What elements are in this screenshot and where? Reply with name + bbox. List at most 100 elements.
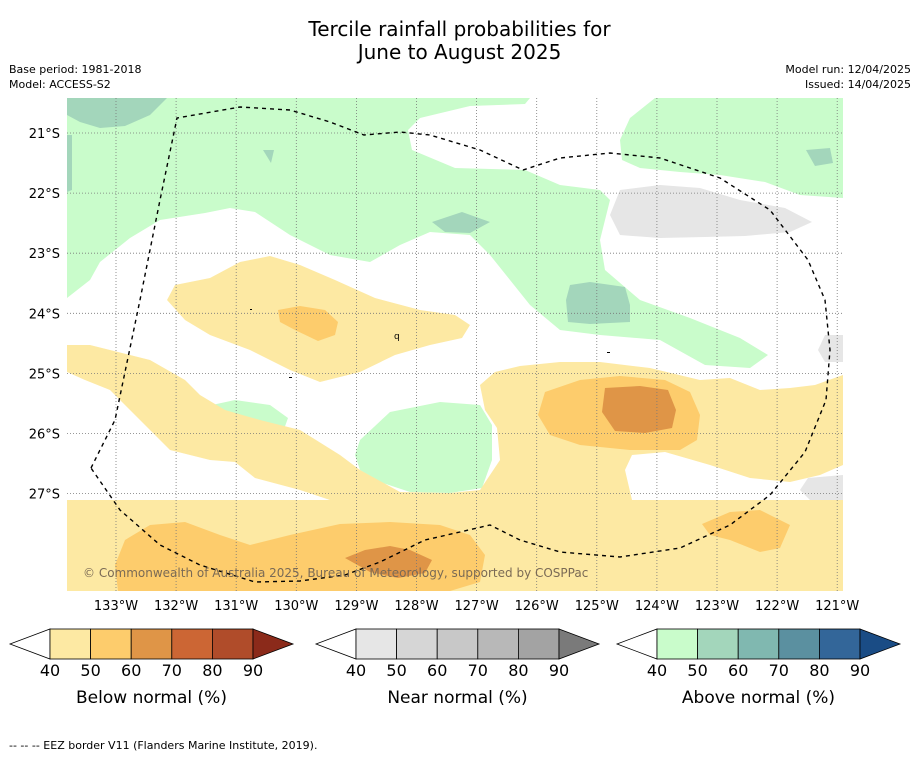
issued-text: Issued: 14/04/2025 [804,78,911,91]
below-normal-tick-label: 60 [121,661,141,680]
above-normal-40-region-south [355,402,492,493]
longitude-label: 127°W [455,599,499,614]
above-normal-50-region-5 [67,135,72,192]
above-normal-colorbar: 40 50 60 70 80 90 Above normal (%) [615,628,902,708]
below-normal-colorbar-segment [211,628,254,660]
below-normal-tick-label: 90 [243,661,263,680]
longitude-label: 123°W [695,599,739,614]
header-left-meta: Base period: 1981-2018 Model: ACCESS-S2 [9,62,141,92]
map-title: Tercile rainfall probabilities for June … [0,18,919,64]
below-normal-colorbar-segment [130,628,173,660]
base-period-text: Base period: 1981-2018 [9,63,142,76]
above-normal-colorbar-title: Above normal (%) [682,688,835,708]
below-normal-50-region-3 [702,510,790,552]
below-normal-colorbar-title: Below normal (%) [76,688,227,708]
copyright-text: © Commonwealth of Australia 2025, Bureau… [83,566,588,580]
below-normal-under-triangle [8,628,51,660]
longitude-label: 126°W [515,599,559,614]
above-normal-50-region-4 [263,150,274,163]
map-artifact-mark [289,377,292,378]
below-normal-over-triangle [252,628,295,660]
longitude-label: 130°W [274,599,318,614]
near-normal-over-triangle [558,628,601,660]
below-normal-50-region-1 [278,306,338,341]
eez-footnote: -- -- -- EEZ border V11 (Flanders Marine… [9,739,318,752]
above-normal-under-triangle [615,628,658,660]
below-normal-colorbar-segment [171,628,213,660]
map-plot-area [67,98,843,591]
near-normal-colorbar-segment [518,628,560,660]
stray-map-label: q [394,332,400,342]
longitude-label: 133°W [94,599,138,614]
above-normal-50-region-nw [67,98,167,128]
latitude-label: 22°S [29,187,60,202]
longitude-label: 131°W [214,599,258,614]
near-normal-tick-label: 50 [386,661,406,680]
above-normal-colorbar-segment [737,628,780,660]
near-normal-tick-label: 40 [346,661,366,680]
below-normal-tick-label: 40 [40,661,60,680]
below-normal-60-region-2 [345,546,432,578]
above-normal-40-region-ne [620,98,843,198]
near-normal-tick-label: 80 [508,661,528,680]
near-normal-colorbar-title: Near normal (%) [387,688,527,708]
near-normal-colorbar-segment [436,628,479,660]
longitude-label: 122°W [755,599,799,614]
latitude-label: 24°S [29,307,60,322]
header-right-meta: Model run: 12/04/2025 Issued: 14/04/2025 [785,62,911,92]
below-normal-60-region-1 [602,386,676,433]
latitude-labels: 21°S 22°S 23°S 24°S 25°S 26°S 27°S [29,127,60,503]
above-normal-tick-label: 70 [769,661,789,680]
below-normal-tick-label: 50 [80,661,100,680]
above-normal-tick-label: 50 [687,661,707,680]
model-text: Model: ACCESS-S2 [9,78,111,91]
eez-border-line [90,106,831,583]
map-title-line2: June to August 2025 [357,40,562,64]
above-normal-tick-label: 90 [850,661,870,680]
model-run-text: Model run: 12/04/2025 [785,63,911,76]
above-normal-tick-label: 40 [647,661,667,680]
below-normal-colorbar: 40 50 60 70 80 90 Below normal (%) [8,628,295,708]
above-normal-colorbar-segment [778,628,820,660]
near-normal-40-region-1 [610,185,812,238]
above-normal-50-region-2 [566,282,630,324]
map-gridlines [67,98,843,591]
longitude-label: 125°W [575,599,619,614]
longitude-label: 124°W [635,599,679,614]
near-normal-tick-label: 70 [468,661,488,680]
latitude-label: 26°S [29,428,60,443]
map-artifact-mark [250,309,252,310]
longitude-label: 129°W [334,599,378,614]
below-normal-tick-label: 70 [162,661,182,680]
above-normal-colorbar-segment [819,628,861,660]
below-normal-tick-label: 80 [202,661,222,680]
above-normal-50-region-1 [432,212,490,233]
above-normal-over-triangle [859,628,902,660]
near-normal-under-triangle [314,628,357,660]
latitude-label: 21°S [29,127,60,142]
near-normal-colorbar: 40 50 60 70 80 90 Near normal (%) [314,628,601,708]
above-normal-colorbar-segment [697,628,739,660]
below-normal-colorbar-segment [49,628,91,660]
longitude-label: 121°W [815,599,859,614]
near-normal-colorbar-segment [477,628,519,660]
above-normal-tick-label: 80 [809,661,829,680]
legend-colorbars: 40 50 60 70 80 90 Below normal (%) 40 50 60 70 80 90… [8,628,902,708]
near-normal-colorbar-segment [355,628,397,660]
longitude-label: 128°W [394,599,438,614]
longitude-labels: 133°W 132°W 131°W 130°W 129°W 128°W 127°W 126°W… [94,599,860,614]
near-normal-tick-label: 90 [549,661,569,680]
latitude-label: 27°S [29,488,60,503]
near-normal-colorbar-segment [396,628,438,660]
above-normal-tick-label: 60 [728,661,748,680]
below-normal-colorbar-segment [90,628,132,660]
map-artifact-mark [607,352,610,353]
map-title-line1: Tercile rainfall probabilities for [308,17,611,41]
latitude-label: 25°S [29,367,60,382]
above-normal-50-region-3 [806,148,833,166]
above-normal-colorbar-segment [656,628,698,660]
longitude-label: 132°W [154,599,198,614]
latitude-label: 23°S [29,247,60,262]
near-normal-tick-label: 60 [427,661,447,680]
